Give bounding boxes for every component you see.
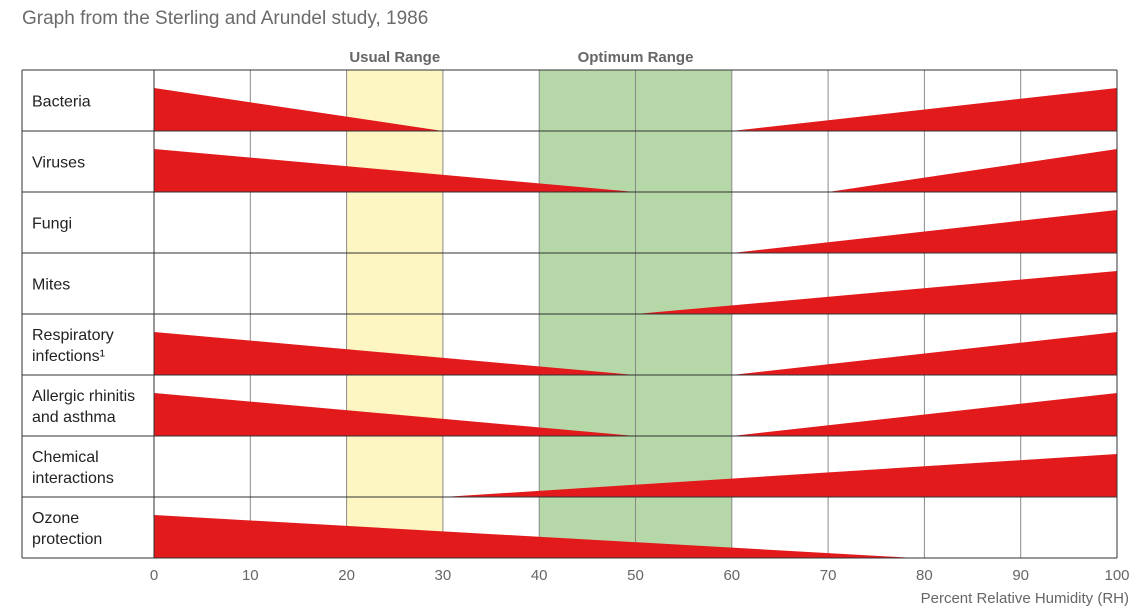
range-label-1: Usual Range — [349, 49, 440, 66]
wedge-row7-1 — [442, 454, 1117, 497]
row-label-3: Fungi — [32, 216, 72, 233]
x-tick-label-0: 0 — [150, 567, 158, 584]
range-label-2: Optimum Range — [578, 49, 694, 66]
row-label-8-line2: protection — [32, 531, 102, 548]
row-label-5-line2: infections¹ — [32, 348, 105, 365]
x-axis-title: Percent Relative Humidity (RH) — [921, 590, 1129, 607]
row-label-6-line2: and asthma — [32, 409, 116, 426]
wedge-row5-2 — [731, 332, 1117, 375]
x-tick-label-70: 70 — [820, 567, 837, 584]
row-label-5-line1: Respiratory — [32, 327, 114, 344]
chart-title: Graph from the Sterling and Arundel stud… — [22, 8, 429, 29]
wedge-row4-1 — [635, 271, 1117, 314]
x-tick-label-80: 80 — [916, 567, 933, 584]
row-label-6-line1: Allergic rhinitis — [32, 388, 135, 405]
x-tick-label-90: 90 — [1012, 567, 1029, 584]
wedge-row6-1 — [154, 393, 636, 436]
x-tick-label-40: 40 — [531, 567, 548, 584]
x-tick-label-30: 30 — [435, 567, 452, 584]
row-label-7-line2: interactions — [32, 470, 114, 487]
wedge-row6-2 — [731, 393, 1117, 436]
x-tick-label-10: 10 — [242, 567, 259, 584]
x-tick-label-50: 50 — [627, 567, 644, 584]
wedge-row8-1 — [154, 515, 915, 558]
row-label-7-line1: Chemical — [32, 449, 99, 466]
wedge-row1-1 — [154, 88, 443, 131]
wedge-row2-2 — [828, 149, 1117, 192]
x-tick-label-60: 60 — [723, 567, 740, 584]
row-label-2: Viruses — [32, 155, 85, 172]
wedge-row2-1 — [154, 149, 636, 192]
wedge-row5-1 — [154, 332, 636, 375]
row-label-4: Mites — [32, 277, 70, 294]
wedge-row3-1 — [731, 210, 1117, 253]
row-label-1: Bacteria — [32, 94, 91, 111]
x-tick-label-100: 100 — [1104, 567, 1129, 584]
wedge-row1-2 — [731, 88, 1117, 131]
row-label-8-line1: Ozone — [32, 510, 79, 527]
x-tick-label-20: 20 — [338, 567, 355, 584]
